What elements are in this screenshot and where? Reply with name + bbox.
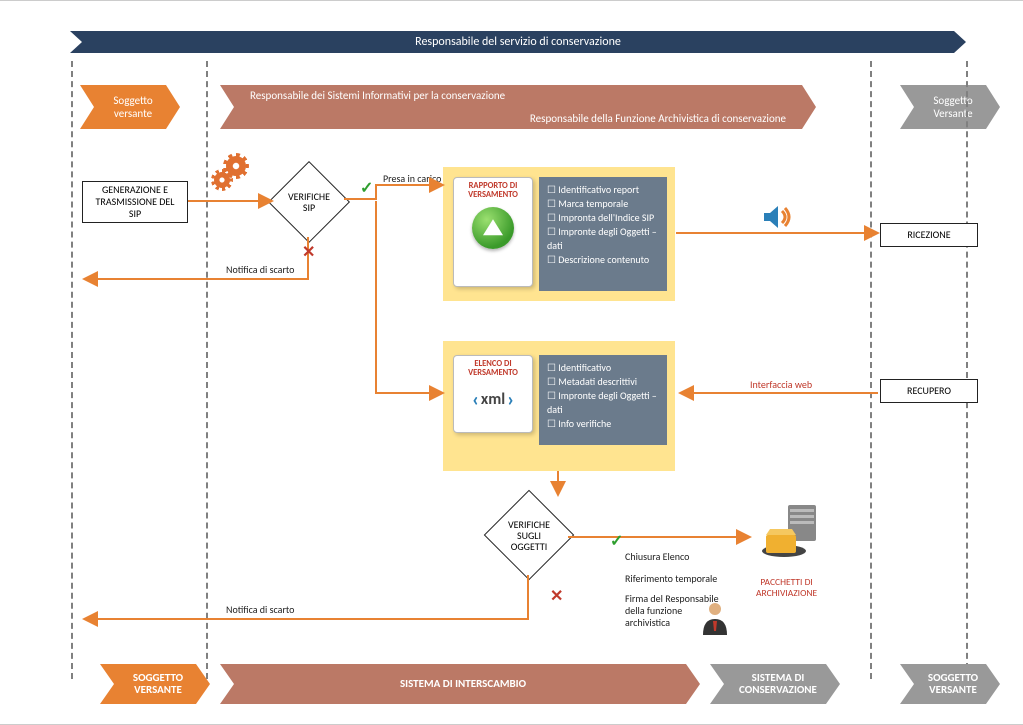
box-ricezione: RICEZIONE (880, 223, 978, 247)
divider-0 (71, 61, 73, 679)
label-interfaccia: Interfaccia web (750, 379, 812, 391)
divider-3 (966, 61, 968, 679)
upload-icon (472, 207, 514, 249)
box-recupero: RECUPERO (880, 379, 978, 403)
svg-text:✓: ✓ (610, 532, 623, 551)
lane-bottom-3: SISTEMA DI CONSERVAZIONE (710, 664, 840, 704)
svg-text:✕: ✕ (550, 587, 563, 606)
label-presa: Presa in carico (383, 173, 441, 185)
divider-2 (870, 61, 872, 679)
lane-bottom-4: SOGGETTO VERSANTE (900, 664, 1000, 704)
bullet: Metadati descrittivi (547, 375, 659, 389)
svg-text:✕: ✕ (302, 243, 315, 262)
panel-rapporto: RAPPORTO DI VERSAMENTO Identificativo re… (443, 167, 675, 301)
label-scarto-2: Notifica di scarto (226, 604, 294, 616)
lane-bottom-2: SISTEMA DI INTERSCAMBIO (220, 664, 700, 704)
box-gen-sip: GENERAZIONE E TRASMISSIONE DEL SIP (82, 181, 188, 223)
doc-elenco-title: ELENCO DI VERSAMENTO (454, 356, 532, 379)
label-rif-temp: Riferimento temporale (625, 573, 717, 585)
diamond-verifiche-oggetti: VERIFICHE SUGLI OGGETTI (484, 490, 575, 581)
label-firma: Firma del Responsabile della funzione ar… (625, 593, 725, 629)
bullets-rapporto: Identificativo report Marca temporale Im… (539, 177, 667, 291)
label-chiusura: Chiusura Elenco (625, 551, 689, 563)
lane-top-mid: Responsabile dei Sistemi Informativi per… (220, 85, 816, 129)
bullet: Impronta dell'Indice SIP (547, 211, 659, 225)
label-pacchetti: PACCHETTI DI ARCHIVIAZIONE (756, 577, 817, 600)
lane-mid-line2: Responsabile della Funzione Archivistica… (530, 112, 786, 125)
bullet: Impronte degli Oggetti – dati (547, 225, 659, 253)
bullet: Identificativo (547, 361, 659, 375)
bullet: Descrizione contenuto (547, 253, 659, 267)
bullets-elenco: Identificativo Metadati descrittivi Impr… (539, 355, 667, 445)
doc-elenco: ELENCO DI VERSAMENTO xml (453, 355, 533, 433)
bullet: Impronte degli Oggetti – dati (547, 389, 659, 417)
gears-icon (212, 156, 252, 192)
bullet: Marca temporale (547, 197, 659, 211)
panel-elenco: ELENCO DI VERSAMENTO xml Identificativo … (443, 341, 675, 471)
bullet: Info verifiche (547, 417, 659, 431)
header-chevron: Responsabile del servizio di conservazio… (70, 31, 966, 53)
bullet: Identificativo report (547, 183, 659, 197)
diamond-verifiche-sip: VERIFICHE SIP (268, 161, 350, 243)
lane-mid-line1: Responsabile dei Sistemi Informativi per… (250, 89, 505, 102)
label-scarto-1: Notifica di scarto (226, 264, 294, 276)
lane-top-right: Soggetto Versante (900, 85, 1000, 129)
diagram-canvas: Responsabile del servizio di conservazio… (0, 1, 1023, 724)
header-title: Responsabile del servizio di conservazio… (415, 35, 621, 49)
xml-icon: xml (462, 385, 524, 415)
svg-text:✓: ✓ (360, 179, 373, 198)
doc-rapporto-title: RAPPORTO DI VERSAMENTO (454, 178, 532, 201)
server-icon (758, 501, 828, 561)
lane-bottom-1: SOGGETTO VERSANTE (100, 664, 210, 704)
doc-rapporto: RAPPORTO DI VERSAMENTO (453, 177, 533, 287)
lane-top-left: Soggetto versante (80, 85, 180, 129)
divider-1 (206, 61, 208, 679)
speaker-icon (760, 201, 792, 233)
